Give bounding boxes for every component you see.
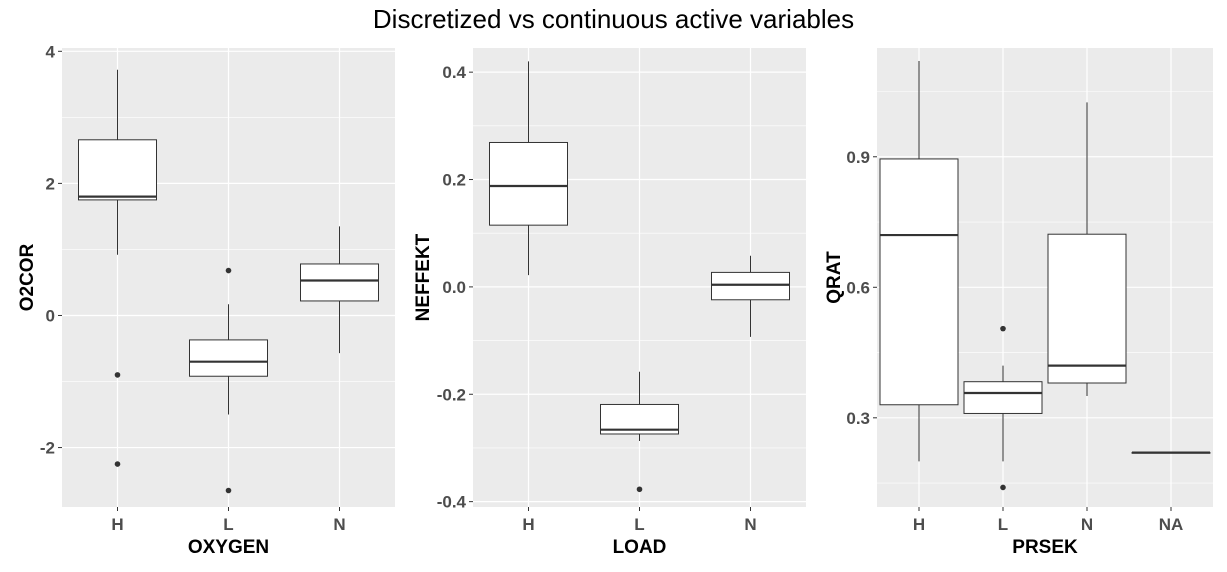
- y-tick-label: 0.4: [442, 63, 466, 82]
- x-axis-title: PRSEK: [1012, 537, 1078, 558]
- y-tick-label: 0.0: [442, 278, 466, 297]
- box-iqr: [189, 339, 268, 377]
- box-iqr: [1047, 233, 1127, 384]
- outlier-point: [1000, 484, 1006, 491]
- y-axis-title: QRAT: [824, 251, 845, 304]
- box-iqr: [711, 271, 790, 301]
- box-iqr: [300, 263, 379, 302]
- panel-2: [469, 48, 806, 511]
- outlier-point: [114, 461, 121, 467]
- y-tick-label: 0: [46, 306, 55, 325]
- y-tick-label: 0.3: [846, 409, 870, 428]
- outlier-point: [225, 487, 232, 494]
- outlier-point: [225, 267, 232, 274]
- box-NA: [1131, 451, 1211, 454]
- box-L: [600, 371, 679, 493]
- y-tick-label: -0.4: [437, 493, 467, 512]
- box-N: [300, 226, 379, 354]
- x-tick-label: H: [913, 515, 925, 534]
- x-axis-title: LOAD: [613, 537, 667, 558]
- y-tick-label: 0.6: [846, 278, 870, 297]
- outlier-point: [114, 372, 121, 378]
- panel-3: [873, 48, 1213, 511]
- x-tick-label: N: [744, 515, 756, 534]
- x-tick-label: L: [998, 515, 1008, 534]
- x-tick-label: N: [333, 515, 345, 534]
- box-iqr: [78, 139, 157, 201]
- x-tick-label: N: [1081, 515, 1093, 534]
- x-tick-label: H: [111, 515, 123, 534]
- outlier-point: [1000, 325, 1006, 332]
- chart-title: Discretized vs continuous active variabl…: [372, 4, 855, 34]
- y-tick-label: -0.2: [437, 385, 466, 404]
- x-tick-label: H: [522, 515, 534, 534]
- box-L: [963, 325, 1043, 491]
- y-tick-label: -2: [40, 439, 55, 458]
- box-L: [189, 267, 268, 494]
- panel-1: [58, 48, 395, 511]
- box-iqr: [489, 141, 568, 226]
- box-N: [1047, 102, 1127, 397]
- box-H: [879, 61, 959, 462]
- y-tick-label: 2: [46, 174, 55, 193]
- y-tick-label: 0.9: [846, 148, 870, 167]
- y-axis-title: NEFFEKT: [413, 233, 434, 321]
- x-tick-label: NA: [1159, 515, 1184, 534]
- x-tick-label: L: [223, 515, 233, 534]
- y-tick-label: 0.2: [442, 171, 466, 190]
- box-H: [489, 61, 568, 276]
- box-H: [78, 69, 157, 467]
- box-iqr: [963, 381, 1043, 414]
- outlier-point: [636, 486, 643, 493]
- box-iqr: [879, 158, 959, 406]
- y-axis-title: O2COR: [17, 243, 38, 311]
- x-tick-label: L: [634, 515, 644, 534]
- x-axis-title: OXYGEN: [188, 537, 269, 558]
- y-tick-label: 4: [46, 42, 56, 61]
- box-N: [711, 255, 790, 337]
